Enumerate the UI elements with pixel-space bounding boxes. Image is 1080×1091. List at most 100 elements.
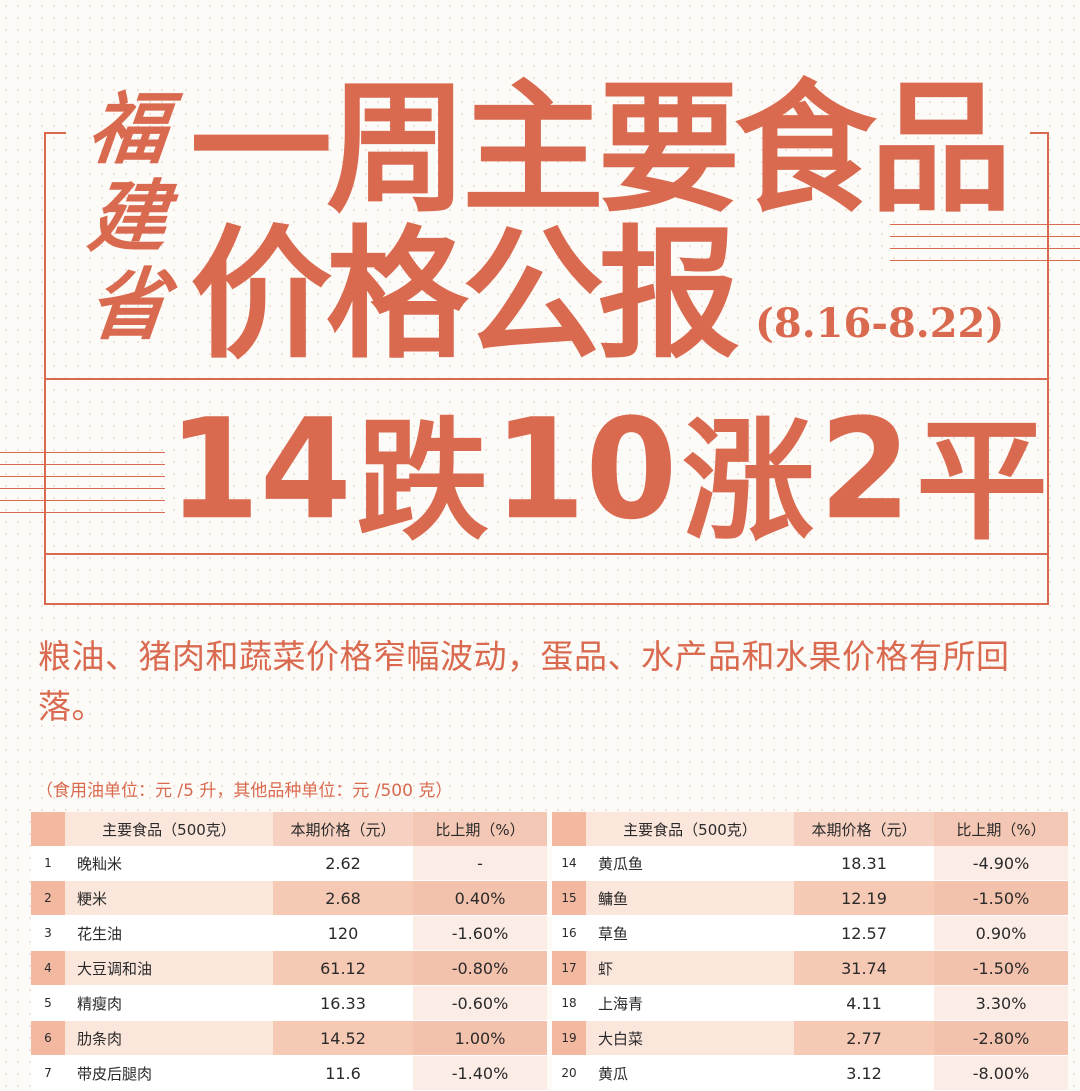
row-number: 4 [31, 950, 65, 986]
frame-mid-divider [44, 378, 1049, 380]
deco-line-right-1 [890, 224, 1080, 225]
row-number: 3 [31, 915, 65, 951]
up-label: 涨 [682, 404, 815, 559]
food-price: 12.19 [794, 880, 934, 916]
down-label: 跌 [356, 404, 489, 559]
food-price: 11.6 [273, 1055, 413, 1091]
row-number: 17 [552, 950, 586, 986]
unit-note: （食用油单位：元 ∕5 升，其他品种单位：元 ∕500 克） [36, 781, 453, 801]
row-number: 7 [31, 1055, 65, 1091]
food-price: 12.57 [794, 915, 934, 951]
flat-count: 2 [819, 389, 912, 551]
row-number: 19 [552, 1020, 586, 1056]
food-name: 草鱼 [586, 915, 794, 951]
header-change: 比上期（%） [934, 812, 1068, 846]
food-price: 18.31 [794, 846, 934, 881]
flat-label: 平 [915, 404, 1048, 559]
table-row: 5 精瘦肉 16.33 -0.60% [31, 985, 547, 1021]
price-table-left: 主要食品（500克） 本期价格（元） 比上期（%） 1 晚籼米 2.62 - 2… [31, 812, 547, 1091]
food-price: 61.12 [273, 950, 413, 986]
food-price: 4.11 [794, 985, 934, 1021]
down-count: 14 [168, 389, 352, 551]
food-name: 花生油 [65, 915, 273, 951]
deco-line-left-4 [0, 488, 165, 489]
food-price: 120 [273, 915, 413, 951]
table-row: 1 晚籼米 2.62 - [31, 846, 547, 881]
header-price: 本期价格（元） [794, 812, 934, 846]
row-number: 2 [31, 880, 65, 916]
table-row: 6 肋条肉 14.52 1.00% [31, 1020, 547, 1056]
price-change: -0.80% [413, 950, 547, 986]
province-char-3: 省 [84, 260, 172, 351]
frame-left-top-tick [44, 132, 66, 134]
price-change: - [413, 846, 547, 881]
food-price: 14.52 [273, 1020, 413, 1056]
table-row: 15 鳙鱼 12.19 -1.50% [552, 880, 1068, 916]
food-name: 鳙鱼 [586, 880, 794, 916]
food-name: 上海青 [586, 985, 794, 1021]
price-change: 1.00% [413, 1020, 547, 1056]
deco-line-left-6 [0, 512, 165, 513]
deco-line-left-1 [0, 452, 165, 453]
deco-line-left-2 [0, 464, 165, 465]
province-char-2: 建 [84, 172, 172, 263]
province-title: 福 建 省 [78, 84, 178, 351]
food-price: 2.62 [273, 846, 413, 881]
food-name: 黄瓜鱼 [586, 846, 794, 881]
row-number: 15 [552, 880, 586, 916]
row-number: 18 [552, 985, 586, 1021]
deco-line-right-2 [890, 236, 1080, 237]
price-change: -1.40% [413, 1055, 547, 1091]
table-row: 18 上海青 4.11 3.30% [552, 985, 1068, 1021]
table-row: 16 草鱼 12.57 0.90% [552, 915, 1068, 951]
food-name: 肋条肉 [65, 1020, 273, 1056]
price-change: 0.40% [413, 880, 547, 916]
food-price: 16.33 [273, 985, 413, 1021]
price-change: -0.60% [413, 985, 547, 1021]
header-no [31, 812, 65, 846]
food-name: 精瘦肉 [65, 985, 273, 1021]
date-range: (8.16-8.22) [755, 300, 1005, 347]
food-name: 虾 [586, 950, 794, 986]
row-number: 20 [552, 1055, 586, 1091]
header-change: 比上期（%） [413, 812, 547, 846]
table-row: 7 带皮后腿肉 11.6 -1.40% [31, 1055, 547, 1091]
table-row: 4 大豆调和油 61.12 -0.80% [31, 950, 547, 986]
header-food: 主要食品（500克） [65, 812, 273, 846]
price-change: 0.90% [934, 915, 1068, 951]
price-table-right: 主要食品（500克） 本期价格（元） 比上期（%） 14 黄瓜鱼 18.31 -… [552, 812, 1068, 1091]
row-number: 6 [31, 1020, 65, 1056]
row-number: 1 [31, 846, 65, 881]
headline-stats: 14 跌 10 涨 2 平 [168, 389, 1048, 558]
deco-line-right-3 [890, 248, 1080, 249]
table-row: 14 黄瓜鱼 18.31 -4.90% [552, 846, 1068, 881]
table-header-row: 主要食品（500克） 本期价格（元） 比上期（%） [31, 812, 547, 846]
frame-lower-divider [44, 553, 1049, 555]
summary-text: 粮油、猪肉和蔬菜价格窄幅波动，蛋品、水产品和水果价格有所回落。 [38, 637, 1010, 726]
price-change: -1.50% [934, 880, 1068, 916]
price-change: -1.60% [413, 915, 547, 951]
food-name: 粳米 [65, 880, 273, 916]
row-number: 14 [552, 846, 586, 881]
price-change: -2.80% [934, 1020, 1068, 1056]
table-row: 2 粳米 2.68 0.40% [31, 880, 547, 916]
price-change: -4.90% [934, 846, 1068, 881]
main-title-line2: 价格公报 [190, 212, 740, 378]
deco-line-right-4 [890, 260, 1080, 261]
header-food: 主要食品（500克） [586, 812, 794, 846]
food-name: 黄瓜 [586, 1055, 794, 1091]
row-number: 5 [31, 985, 65, 1021]
frame-bottom [44, 603, 1049, 605]
table-row: 19 大白菜 2.77 -2.80% [552, 1020, 1068, 1056]
frame-right-top-tick [1030, 132, 1049, 134]
header-price: 本期价格（元） [273, 812, 413, 846]
table-row: 17 虾 31.74 -1.50% [552, 950, 1068, 986]
main-title-line1: 一周主要食品 [190, 66, 1012, 232]
price-change: 3.30% [934, 985, 1068, 1021]
frame-right-vertical [1047, 132, 1049, 604]
table-row: 3 花生油 120 -1.60% [31, 915, 547, 951]
food-price: 2.68 [273, 880, 413, 916]
up-count: 10 [493, 389, 678, 551]
food-price: 3.12 [794, 1055, 934, 1091]
table-row: 20 黄瓜 3.12 -8.00% [552, 1055, 1068, 1091]
